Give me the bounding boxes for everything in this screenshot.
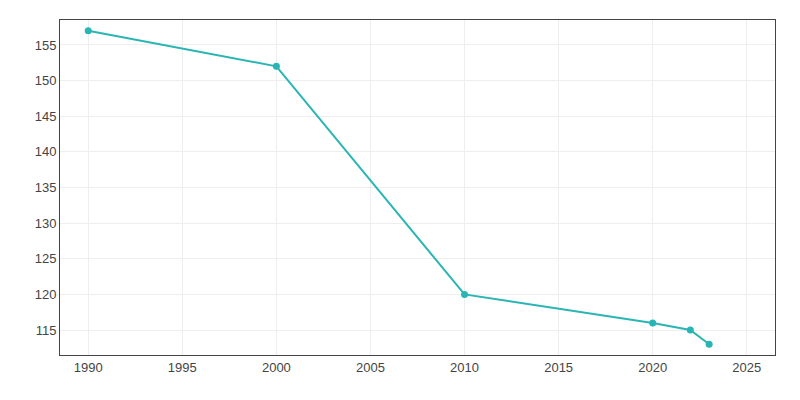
svg-text:130: 130 — [35, 216, 57, 231]
svg-text:2010: 2010 — [450, 360, 479, 375]
svg-text:145: 145 — [35, 109, 57, 124]
svg-text:1990: 1990 — [74, 360, 103, 375]
svg-text:140: 140 — [35, 144, 57, 159]
svg-text:2000: 2000 — [262, 360, 291, 375]
svg-text:115: 115 — [36, 323, 57, 338]
svg-text:135: 135 — [35, 180, 57, 195]
svg-text:155: 155 — [35, 38, 57, 53]
svg-text:2020: 2020 — [638, 360, 667, 375]
svg-text:125: 125 — [35, 251, 57, 266]
svg-text:150: 150 — [35, 73, 57, 88]
svg-text:1995: 1995 — [168, 360, 197, 375]
svg-text:2015: 2015 — [544, 360, 573, 375]
svg-text:120: 120 — [35, 287, 57, 302]
svg-text:2005: 2005 — [356, 360, 385, 375]
svg-text:2025: 2025 — [732, 360, 761, 375]
